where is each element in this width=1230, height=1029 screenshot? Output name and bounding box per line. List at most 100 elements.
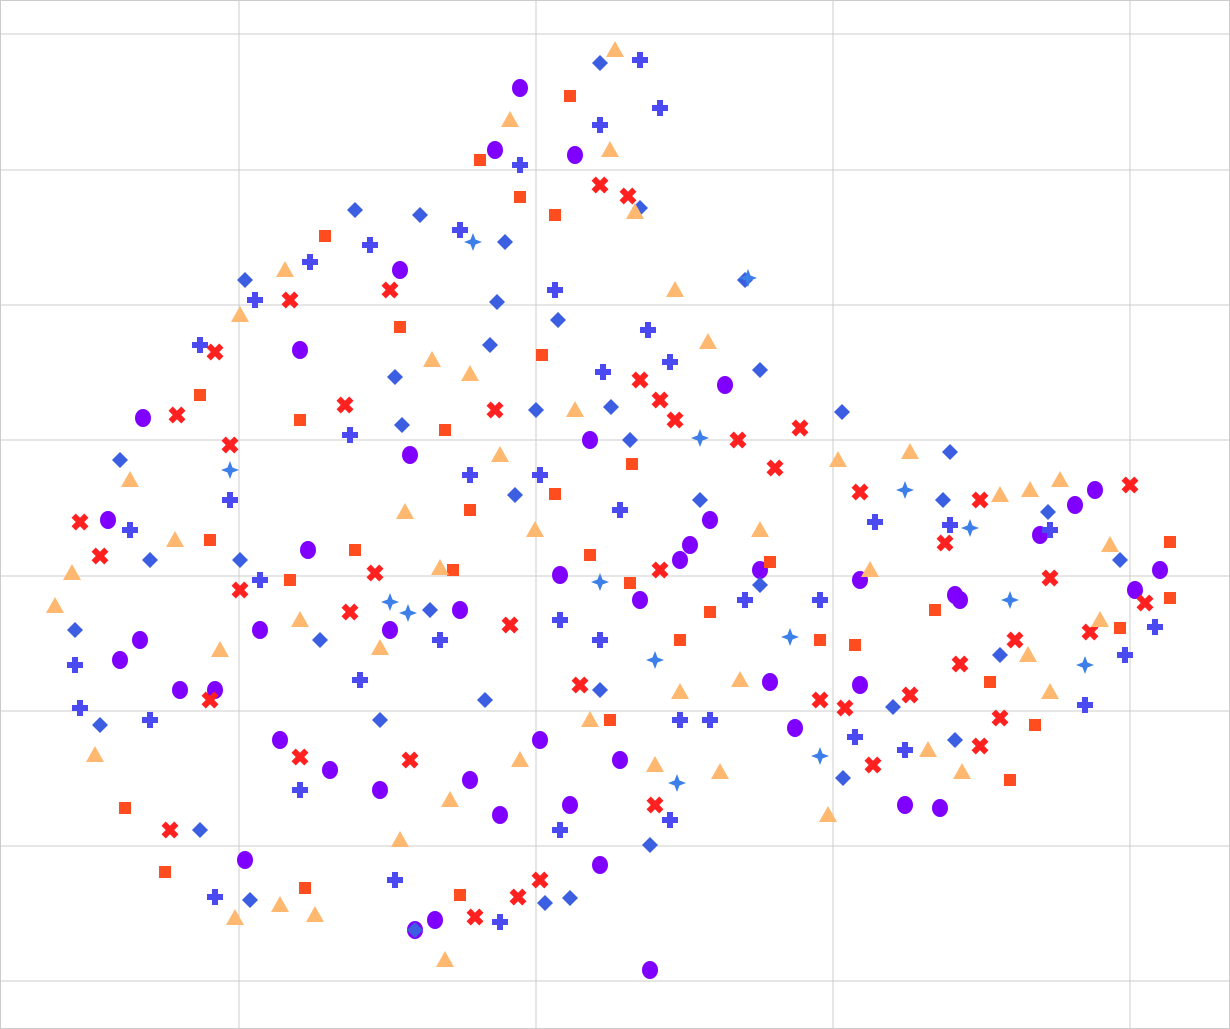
scatter-point (1076, 656, 1094, 674)
scatter-point (142, 552, 158, 568)
scatter-point (71, 513, 89, 531)
scatter-point (1147, 619, 1163, 635)
scatter-point (466, 908, 484, 926)
scatter-point (592, 856, 608, 874)
scatter-point (474, 154, 486, 166)
scatter-point (1021, 481, 1039, 497)
scatter-point (347, 202, 363, 218)
scatter-point (564, 90, 576, 102)
scatter-point (819, 806, 837, 822)
scatter-point (1164, 592, 1176, 604)
scatter-point (322, 761, 338, 779)
scatter-point (402, 446, 418, 464)
scatter-point (1077, 697, 1093, 713)
scatter-point (399, 604, 417, 622)
scatter-point (584, 549, 596, 561)
scatter-point (161, 821, 179, 839)
scatter-point (547, 282, 563, 298)
scatter-point (642, 961, 658, 979)
scatter-point (619, 187, 637, 205)
scatter-point (497, 234, 513, 250)
scatter-point (461, 365, 479, 381)
scatter-point (624, 577, 636, 589)
scatter-point (947, 732, 963, 748)
scatter-point (194, 389, 206, 401)
scatter-point (1029, 719, 1041, 731)
scatter-point (885, 699, 901, 715)
scatter-point (300, 541, 316, 559)
scatter-point (291, 611, 309, 627)
scatter-point (702, 511, 718, 529)
scatter-point (401, 751, 419, 769)
scatter-point (396, 503, 414, 519)
scatter-point (514, 191, 526, 203)
scatter-point (92, 717, 108, 733)
scatter-point (606, 41, 624, 57)
scatter-point (919, 741, 937, 757)
scatter-point (237, 272, 253, 288)
scatter-point (284, 574, 296, 586)
scatter-point (272, 731, 288, 749)
scatter-point (971, 491, 989, 509)
scatter-point (231, 306, 249, 322)
scatter-point (632, 591, 648, 609)
scatter-point (372, 781, 388, 799)
scatter-point (811, 691, 829, 709)
scatter-point (612, 502, 628, 518)
scatter-point (63, 564, 81, 580)
scatter-point (432, 632, 448, 648)
scatter-point (292, 782, 308, 798)
scatter-point (294, 414, 306, 426)
scatter-point (201, 691, 219, 709)
scatter-point (135, 409, 151, 427)
scatter-point (762, 673, 778, 691)
scatter-point (211, 641, 229, 657)
scatter-point (511, 751, 529, 767)
scatter-point (366, 564, 384, 582)
scatter-point (312, 632, 328, 648)
scatter-point (142, 712, 158, 728)
scatter-point (387, 872, 403, 888)
scatter-point (581, 711, 599, 727)
scatter-point (507, 487, 523, 503)
scatter-point (652, 100, 668, 116)
scatter-point (852, 676, 868, 694)
scatter-point (991, 709, 1009, 727)
scatter-point (159, 866, 171, 878)
scatter-point (121, 471, 139, 487)
scatter-point (509, 888, 527, 906)
scatter-point (984, 676, 996, 688)
scatter-point (897, 796, 913, 814)
scatter-point (552, 566, 568, 584)
scatter-point (537, 895, 553, 911)
scatter-point (431, 559, 449, 575)
scatter-point (526, 521, 544, 537)
scatter-point (487, 141, 503, 159)
scatter-point (341, 603, 359, 621)
scatter-point (867, 514, 883, 530)
scatter-point (847, 729, 863, 745)
scatter-point (936, 534, 954, 552)
scatter-point (835, 770, 851, 786)
scatter-point (1019, 646, 1037, 662)
scatter-point (512, 157, 528, 173)
scatter-point (861, 561, 879, 577)
scatter-point (247, 292, 263, 308)
scatter-point (582, 431, 598, 449)
scatter-point (836, 699, 854, 717)
scatter-point (1087, 481, 1103, 499)
scatter-point (595, 364, 611, 380)
scatter-point (567, 146, 583, 164)
scatter-point (592, 682, 608, 698)
scatter-point (1051, 471, 1069, 487)
scatter-point (172, 681, 188, 699)
scatter-point (207, 889, 223, 905)
scatter-point (717, 376, 733, 394)
scatter-point (592, 632, 608, 648)
scatter-point (382, 621, 398, 639)
scatter-point (671, 683, 689, 699)
scatter-point (336, 396, 354, 414)
